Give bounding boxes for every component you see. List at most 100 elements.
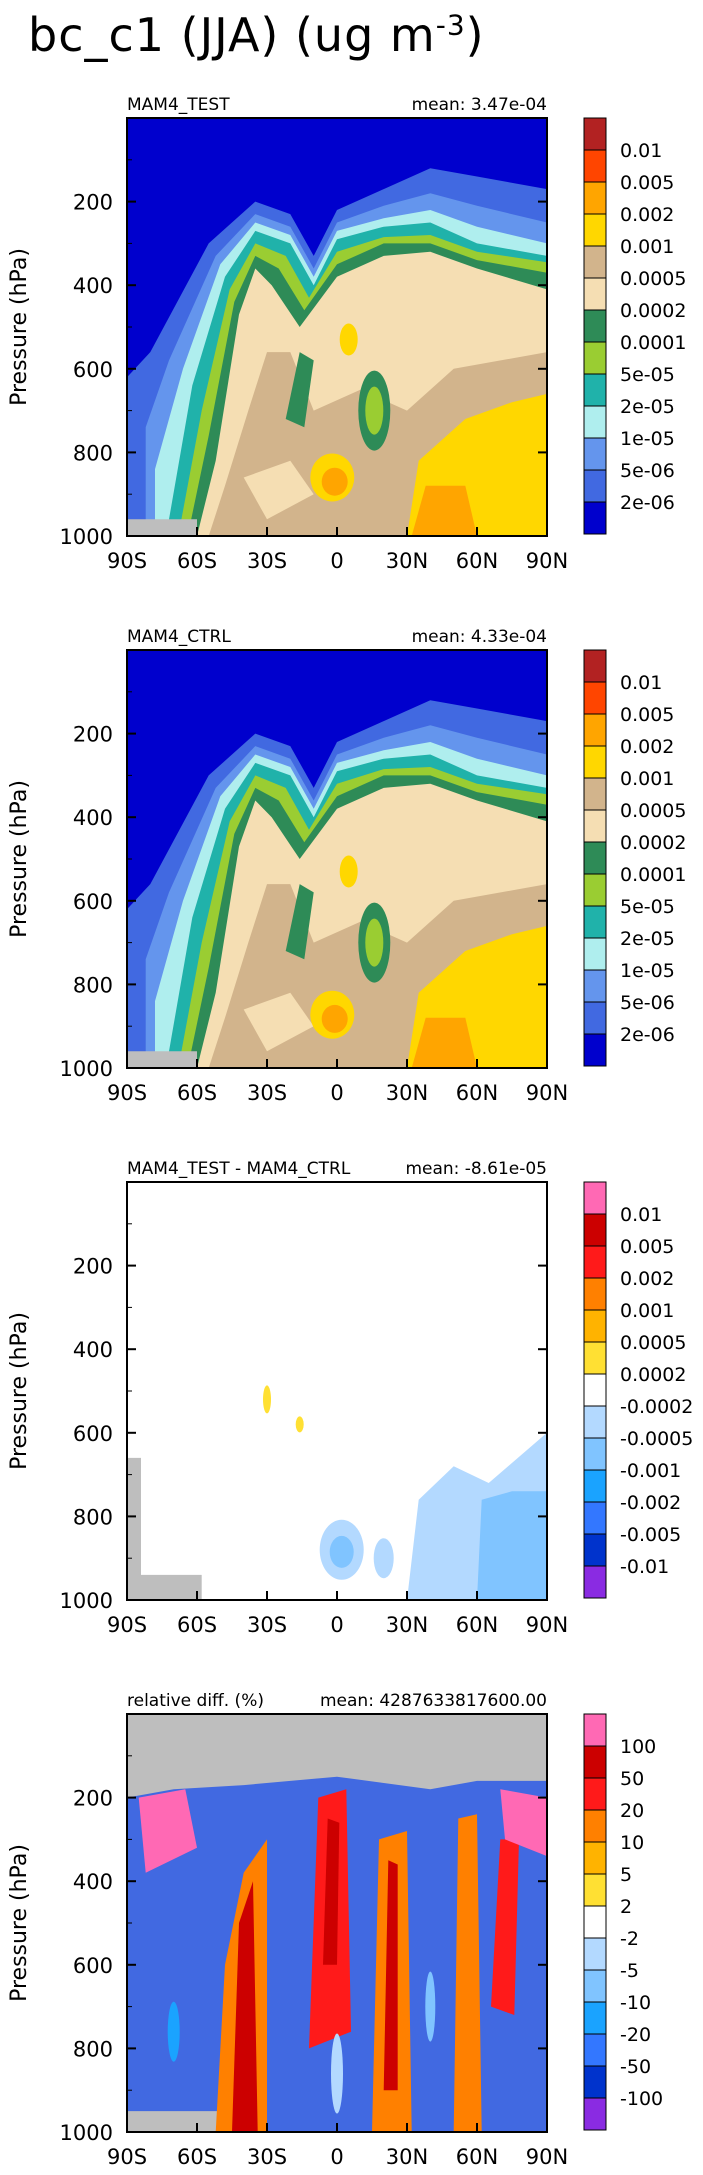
colorbar-swatch <box>583 1745 607 1779</box>
colorbar-swatch <box>583 681 607 715</box>
colorbar-swatch <box>583 469 607 503</box>
contour-field <box>127 1714 547 2132</box>
colorbar-label: 0.0001 <box>620 332 686 354</box>
contour-field <box>127 700 547 1068</box>
panel-test: MAM4_TEST mean: 3.47e-04 200 400 600 800 1000 9… <box>0 80 703 600</box>
colorbar-swatch <box>583 1841 607 1875</box>
colorbar-swatch <box>583 1341 607 1375</box>
colorbar-label: 0.0002 <box>620 832 686 854</box>
x-tick-label: 0 <box>330 1613 343 1637</box>
panel-name-label: relative diff. (%) <box>127 1691 264 1711</box>
colorbar-label: 2e-05 <box>620 928 675 950</box>
colorbar-swatch <box>583 1213 607 1247</box>
colorbar-swatch <box>583 1809 607 1843</box>
colorbar-swatch <box>583 1713 607 1747</box>
contour-band-11 <box>411 1017 477 1068</box>
x-tick-label: 30N <box>386 1613 428 1637</box>
contour-band-7 <box>453 1814 482 2132</box>
colorbar-swatch <box>583 2097 607 2131</box>
colorbar-swatch <box>583 2065 607 2099</box>
colorbar-label: -100 <box>620 2088 663 2110</box>
colorbar-swatch <box>583 969 607 1003</box>
missing-data-region <box>127 1457 202 1600</box>
contour-band-9 <box>243 460 314 520</box>
x-tick-label: 90S <box>107 1081 147 1105</box>
colorbar-label: 0.001 <box>620 768 674 790</box>
colorbar-label: -2 <box>620 1928 639 1950</box>
contour-band-10 <box>500 1789 547 1857</box>
colorbar-label: -0.001 <box>620 1460 681 1482</box>
y-axis-title: Pressure (hPa) <box>7 780 32 938</box>
contour-blob-3 <box>167 2001 180 2062</box>
title-close: ) <box>465 8 485 62</box>
x-tick-label: 30S <box>247 1081 287 1105</box>
y-axis-title: Pressure (hPa) <box>7 248 32 406</box>
contour-blob-5 <box>365 918 384 967</box>
panel-stat-label: mean: 4.33e-04 <box>412 627 547 647</box>
colorbar-label: 10 <box>620 1832 644 1854</box>
colorbar-swatch <box>583 873 607 907</box>
colorbar-label: 0.0001 <box>620 864 686 886</box>
x-tick-label: 30S <box>247 2145 287 2169</box>
colorbar-swatch <box>583 1245 607 1279</box>
colorbar-label: 0.01 <box>620 672 662 694</box>
colorbar-swatch <box>583 1969 607 2003</box>
colorbar-label: 0.01 <box>620 140 662 162</box>
colorbar-swatch <box>583 149 607 183</box>
colorbar-swatch <box>583 1565 607 1599</box>
y-tick-label: 800 <box>73 2037 113 2061</box>
y-tick-label: 400 <box>73 1870 113 1894</box>
colorbar-label: 0.001 <box>620 236 674 258</box>
missing-data-region <box>127 1714 547 1798</box>
colorbar-swatch <box>583 277 607 311</box>
panel-ctrl: MAM4_CTRL mean: 4.33e-04 200 400 600 800 1000 9… <box>0 612 703 1132</box>
colorbar-swatch <box>583 1873 607 1907</box>
title-exponent: -3 <box>435 8 466 42</box>
panel-relative-diff: relative diff. (%) mean: 4287633817600.00… <box>0 1676 703 2175</box>
contour-band-9 <box>138 1789 197 1873</box>
x-tick-label: 60N <box>456 549 498 573</box>
contour-band-12 <box>285 884 314 960</box>
x-tick-label: 30N <box>386 549 428 573</box>
chart-test: MAM4_TEST mean: 3.47e-0420040060080010009… <box>7 95 686 573</box>
colorbar-label: 1e-05 <box>620 960 675 982</box>
x-tick-label: 90N <box>526 549 568 573</box>
panel-name-label: MAM4_TEST - MAM4_CTRL <box>127 1159 351 1179</box>
colorbar-label: 5e-05 <box>620 364 675 386</box>
colorbar-swatch <box>583 1277 607 1311</box>
contour-blob-3 <box>339 323 358 356</box>
y-tick-label: 400 <box>73 274 113 298</box>
colorbar-swatch <box>583 501 607 535</box>
colorbar-label: 5e-06 <box>620 460 675 482</box>
colorbar-label: 0.002 <box>620 1268 674 1290</box>
colorbar-label: -10 <box>620 1992 651 2014</box>
colorbar-swatch <box>583 341 607 375</box>
y-tick-label: 200 <box>73 723 113 747</box>
colorbar-label: 5 <box>620 1864 632 1886</box>
colorbar-swatch <box>583 1469 607 1503</box>
x-tick-label: 30S <box>247 1613 287 1637</box>
y-tick-label: 800 <box>73 441 113 465</box>
colorbar-swatch <box>583 437 607 471</box>
contour-band-4 <box>323 1818 340 1965</box>
contour-blob-4 <box>295 1416 304 1433</box>
y-axis-title: Pressure (hPa) <box>7 1844 32 2002</box>
colorbar-label: 0.0002 <box>620 300 686 322</box>
colorbar-label: -5 <box>620 1960 639 1982</box>
colorbar-swatch <box>583 2033 607 2067</box>
colorbar-label: 0.005 <box>620 1236 674 1258</box>
x-tick-label: 0 <box>330 2145 343 2169</box>
x-tick-label: 60S <box>177 1081 217 1105</box>
panel-name-label: MAM4_TEST <box>127 95 230 115</box>
y-tick-label: 200 <box>73 191 113 215</box>
y-tick-label: 800 <box>73 1505 113 1529</box>
colorbar-swatch <box>583 809 607 843</box>
colorbar-label: 2e-06 <box>620 492 675 514</box>
panel-difference: MAM4_TEST - MAM4_CTRL mean: -8.61e-05 200 4… <box>0 1144 703 1664</box>
y-tick-label: 600 <box>73 1422 113 1446</box>
colorbar-swatch <box>583 1309 607 1343</box>
missing-data-region <box>127 1051 197 1068</box>
y-tick-label: 1000 <box>60 2121 113 2145</box>
colorbar-swatch <box>583 1001 607 1035</box>
colorbar-label: 0.0005 <box>620 1332 686 1354</box>
